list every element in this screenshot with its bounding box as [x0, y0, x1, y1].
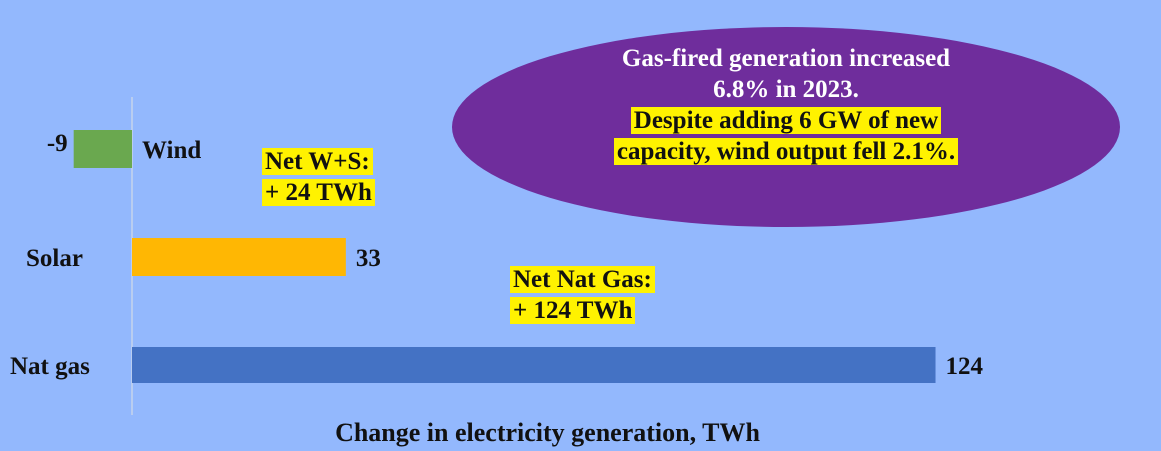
value-label-nat-gas: 124 [946, 353, 984, 380]
callout-line-3: Despite adding 6 GW of new [630, 107, 942, 134]
category-label-nat-gas: Nat gas [10, 353, 90, 380]
category-label-wind: Wind [142, 137, 201, 164]
x-axis-title: Change in electricity generation, TWh [335, 418, 760, 447]
callout-text: Gas-fired generation increased 6.8% in 2… [452, 43, 1120, 167]
net-gas-note: Net Nat Gas: + 124 TWh [510, 264, 655, 326]
callout-line-2: 6.8% in 2023. [713, 76, 859, 103]
net-gas-line-1: Net Nat Gas: [510, 266, 655, 293]
net-gas-line-2: + 124 TWh [510, 297, 636, 324]
callout-line-1: Gas-fired generation increased [621, 45, 951, 72]
bars-group: Wind -9 Solar 33 Nat gas 124 [10, 130, 984, 383]
callout-line-4: capacity, wind output fell 2.1%. [613, 138, 959, 165]
net-wind-solar-note: Net W+S: + 24 TWh [262, 146, 375, 208]
bar-nat-gas [132, 347, 936, 383]
category-label-solar: Solar [26, 245, 83, 272]
value-label-solar: 33 [356, 245, 381, 272]
net-ws-line-2: + 24 TWh [262, 179, 375, 206]
value-label-wind: -9 [47, 130, 68, 157]
bar-solar [132, 238, 346, 276]
net-ws-line-1: Net W+S: [262, 148, 373, 175]
bar-wind [73, 130, 132, 168]
